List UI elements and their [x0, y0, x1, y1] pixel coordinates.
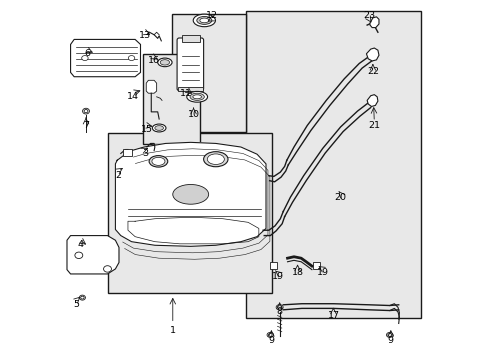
Bar — [246, 11, 420, 319]
Ellipse shape — [386, 332, 392, 337]
Bar — [270, 262, 276, 269]
Ellipse shape — [128, 55, 135, 60]
Bar — [107, 133, 271, 293]
Ellipse shape — [172, 184, 208, 204]
Ellipse shape — [75, 252, 82, 258]
Ellipse shape — [200, 18, 208, 23]
Ellipse shape — [186, 91, 207, 102]
Ellipse shape — [196, 17, 211, 24]
Polygon shape — [146, 80, 156, 93]
Text: 16: 16 — [148, 57, 160, 66]
Ellipse shape — [203, 152, 227, 167]
Text: 22: 22 — [366, 67, 378, 76]
Text: 3: 3 — [142, 149, 147, 158]
Ellipse shape — [82, 108, 89, 114]
Text: 14: 14 — [126, 92, 138, 101]
Text: 9: 9 — [387, 336, 393, 345]
Polygon shape — [366, 95, 377, 107]
Text: 10: 10 — [187, 110, 199, 119]
Text: 19: 19 — [316, 268, 328, 277]
Ellipse shape — [155, 126, 163, 130]
Ellipse shape — [266, 332, 273, 337]
Text: 5: 5 — [74, 300, 80, 309]
Text: 12: 12 — [205, 11, 217, 20]
Text: 13: 13 — [139, 31, 151, 40]
Text: 17: 17 — [327, 311, 339, 320]
Text: 1: 1 — [169, 326, 175, 335]
Ellipse shape — [190, 93, 204, 100]
Text: 18: 18 — [291, 268, 303, 277]
Text: 9: 9 — [268, 336, 274, 345]
Bar — [182, 36, 199, 42]
Text: 2: 2 — [115, 171, 121, 180]
Ellipse shape — [79, 295, 85, 300]
Text: 15: 15 — [141, 125, 153, 134]
Bar — [172, 14, 245, 132]
Ellipse shape — [387, 333, 391, 336]
Text: 23: 23 — [363, 11, 375, 20]
Ellipse shape — [268, 333, 272, 336]
Bar — [313, 262, 319, 269]
Bar — [143, 54, 200, 144]
FancyBboxPatch shape — [177, 38, 203, 91]
Ellipse shape — [149, 156, 167, 167]
Text: 21: 21 — [367, 121, 380, 130]
Text: 7: 7 — [83, 121, 89, 130]
Polygon shape — [70, 40, 140, 77]
Text: 20: 20 — [334, 193, 346, 202]
Ellipse shape — [276, 305, 283, 310]
Ellipse shape — [193, 14, 215, 27]
Text: 6: 6 — [84, 49, 90, 58]
Text: 4: 4 — [77, 240, 83, 249]
Ellipse shape — [81, 296, 84, 299]
Polygon shape — [369, 17, 378, 28]
Ellipse shape — [152, 157, 164, 165]
Polygon shape — [115, 142, 265, 246]
Ellipse shape — [192, 95, 201, 99]
Ellipse shape — [160, 60, 169, 65]
Ellipse shape — [84, 109, 88, 113]
Ellipse shape — [207, 154, 224, 165]
Ellipse shape — [103, 266, 111, 272]
Ellipse shape — [158, 58, 172, 67]
Polygon shape — [366, 48, 378, 61]
Text: 19: 19 — [271, 271, 283, 280]
Polygon shape — [67, 235, 119, 274]
Bar — [122, 149, 131, 156]
Ellipse shape — [152, 124, 165, 132]
Bar — [178, 87, 202, 91]
Text: 8: 8 — [276, 307, 282, 316]
Ellipse shape — [277, 306, 281, 309]
Ellipse shape — [81, 55, 88, 60]
Text: 11: 11 — [180, 89, 192, 98]
